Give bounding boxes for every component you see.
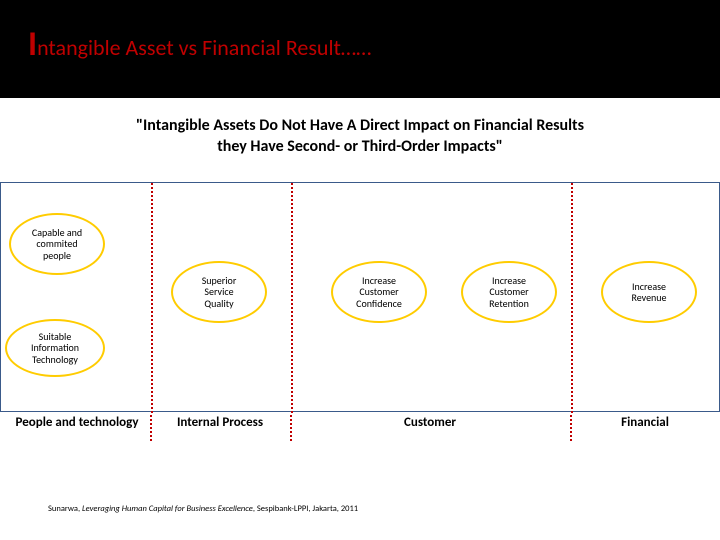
citation-title: Leveraging Human Capital for Business Ex… — [82, 504, 253, 514]
citation: Sunarwa, Leveraging Human Capital for Bu… — [48, 504, 358, 514]
diagram-area: Capable and commited people Suitable Info… — [0, 182, 720, 412]
ellipse-customer-confidence: Increase Customer Confidence — [331, 261, 427, 323]
ellipse-service-quality: Superior Service Quality — [171, 261, 267, 323]
perspective-row: People and technologyInternal ProcessCus… — [0, 415, 720, 441]
column-divider — [151, 183, 153, 413]
quote-line2: they Have Second- or Third-Order Impacts… — [0, 137, 720, 158]
citation-author: Sunarwa, — [48, 504, 82, 514]
citation-suffix: , Sespibank-LPPI, Jakarta, 2011 — [253, 504, 358, 514]
title-dropcap: I — [28, 24, 37, 65]
perspective-customer: Customer — [290, 415, 570, 430]
title-text: ntangible Asset vs Financial Result…… — [37, 34, 371, 61]
ellipse-capable-people: Capable and commited people — [9, 213, 105, 275]
perspective-financial: Financial — [570, 415, 720, 430]
ellipse-suitable-it: Suitable Information Technology — [5, 319, 105, 377]
quote-line1: "Intangible Assets Do Not Have A Direct … — [0, 116, 720, 137]
ellipse-customer-retention: Increase Customer Retention — [461, 261, 557, 323]
ellipse-increase-revenue: Increase Revenue — [601, 261, 697, 323]
perspective-internal-process: Internal Process — [150, 415, 290, 430]
page-title: Intangible Asset vs Financial Result…… — [28, 24, 371, 65]
quote-block: "Intangible Assets Do Not Have A Direct … — [0, 116, 720, 158]
header-bar: Intangible Asset vs Financial Result…… — [0, 0, 720, 98]
column-divider — [291, 183, 293, 413]
column-divider — [571, 183, 573, 413]
perspective-people-tech: People and technology — [4, 415, 150, 430]
